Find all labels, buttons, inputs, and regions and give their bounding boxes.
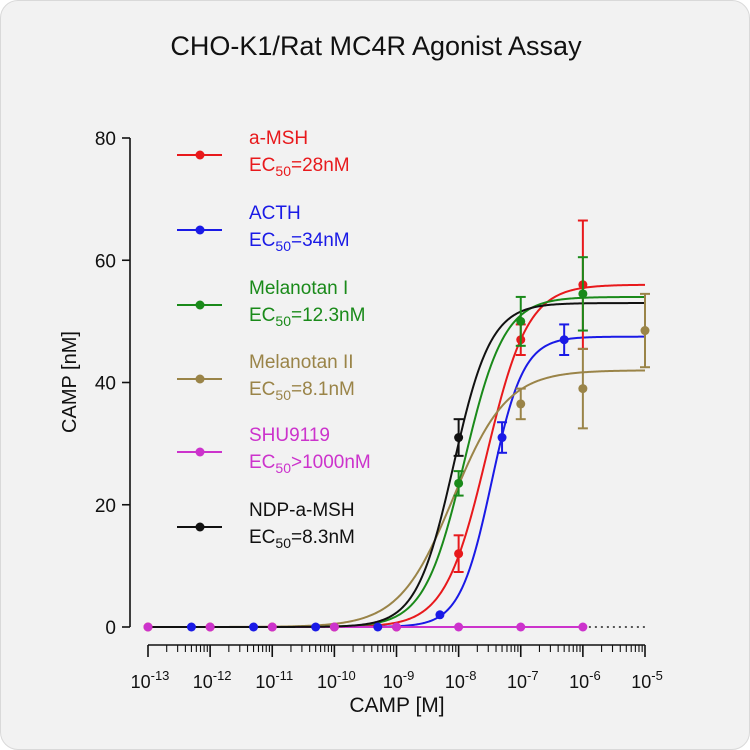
data-point bbox=[516, 399, 526, 409]
legend-marker bbox=[195, 300, 205, 310]
data-point bbox=[143, 622, 153, 632]
data-point bbox=[373, 622, 383, 632]
y-tick-label: 80 bbox=[95, 129, 116, 150]
data-point bbox=[205, 622, 215, 632]
legend-label: NDP-a-MSH bbox=[249, 500, 355, 521]
legend-label: Melanotan I bbox=[249, 278, 348, 299]
data-point bbox=[578, 289, 588, 299]
legend-marker bbox=[195, 374, 205, 384]
data-point bbox=[497, 433, 507, 443]
x-tick-label: 10-13 bbox=[131, 668, 170, 692]
axes: 0 20 40 60 80 10-13 10-12 10-11 10-10 10-9 10-8 10-… bbox=[95, 129, 663, 692]
x-tick-label: 10-10 bbox=[317, 668, 356, 692]
data-point bbox=[559, 335, 569, 345]
legend-label: a-MSH bbox=[249, 128, 308, 149]
data-point bbox=[249, 622, 259, 632]
x-tick-label: 10-11 bbox=[255, 668, 293, 692]
x-tick-label: 10-5 bbox=[631, 668, 663, 692]
y-axis-label: CAMP [nM] bbox=[59, 331, 81, 433]
y-tick-label: 60 bbox=[95, 251, 116, 272]
data-point bbox=[392, 622, 401, 632]
curves bbox=[148, 283, 646, 628]
legend-ec50: EC50=8.3nM bbox=[249, 527, 355, 551]
legend-marker bbox=[195, 522, 205, 532]
curve-ACTH bbox=[148, 335, 646, 628]
x-tick-label: 10-6 bbox=[569, 668, 601, 692]
data-point bbox=[454, 433, 464, 443]
legend-label: Melanotan II bbox=[249, 352, 354, 373]
data-points bbox=[143, 219, 650, 632]
data-point bbox=[435, 610, 445, 620]
legend-marker bbox=[195, 150, 205, 160]
x-tick-label: 10-8 bbox=[445, 668, 477, 692]
curve-Melanotan II bbox=[148, 369, 646, 628]
y-tick-label: 40 bbox=[95, 374, 116, 395]
data-point bbox=[186, 622, 196, 632]
legend-ec50: EC50=34nM bbox=[249, 230, 350, 254]
data-point bbox=[516, 316, 526, 326]
data-point bbox=[329, 622, 339, 632]
data-point bbox=[454, 478, 464, 488]
legend-label: SHU9119 bbox=[249, 425, 330, 446]
data-point bbox=[454, 622, 464, 632]
chart-title: CHO-K1/Rat MC4R Agonist Assay bbox=[170, 31, 582, 61]
x-tick-label: 10-9 bbox=[383, 668, 415, 692]
curve-Melanotan I bbox=[148, 295, 646, 628]
legend-ec50: EC50>1000nM bbox=[249, 452, 371, 476]
legend-marker bbox=[195, 447, 205, 457]
data-point bbox=[640, 326, 650, 336]
curve-NDP-a-MSH bbox=[148, 302, 645, 628]
legend-marker bbox=[195, 225, 205, 235]
x-tick-label: 10-12 bbox=[193, 668, 232, 692]
y-tick-label: 0 bbox=[105, 618, 116, 639]
curve-a-MSH bbox=[148, 283, 646, 628]
legend-ec50: EC50=8.1nM bbox=[249, 379, 355, 403]
data-point bbox=[267, 622, 277, 632]
data-point bbox=[311, 622, 321, 632]
x-axis-label: CAMP [M] bbox=[349, 694, 444, 717]
data-point bbox=[516, 622, 526, 632]
legend: a-MSH EC50=28nM ACTH EC50=34nM Melanotan I EC… bbox=[177, 128, 371, 551]
data-point bbox=[578, 384, 588, 394]
legend-ec50: EC50=28nM bbox=[249, 155, 350, 179]
legend-label: ACTH bbox=[249, 203, 301, 224]
data-point bbox=[454, 549, 464, 559]
legend-ec50: EC50=12.3nM bbox=[249, 305, 365, 329]
y-tick-label: 20 bbox=[95, 496, 116, 517]
x-tick-label: 10-7 bbox=[507, 668, 539, 692]
data-point bbox=[578, 622, 588, 632]
